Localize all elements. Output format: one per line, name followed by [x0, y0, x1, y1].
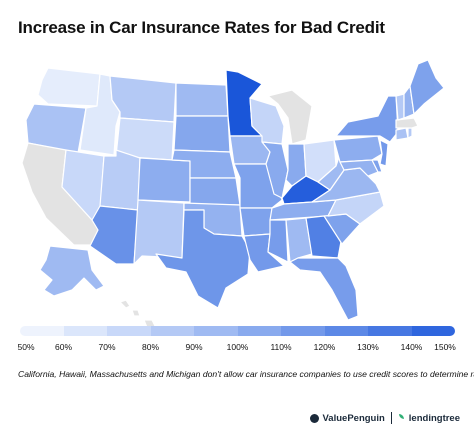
state-MS[interactable] [267, 219, 289, 263]
legend-swatch [281, 326, 325, 336]
leaf-logo-icon [398, 413, 405, 423]
legend-label: 140% [400, 342, 423, 352]
state-WA[interactable] [37, 67, 101, 107]
state-MT[interactable] [109, 75, 177, 123]
state-UT[interactable] [99, 149, 141, 211]
brand-divider [390, 412, 392, 424]
legend-labels: 50% 60% 70% 80% 90% 100% 110% 120% 130% 140% 150% [17, 342, 456, 356]
state-AL[interactable] [285, 217, 313, 263]
state-IL[interactable] [261, 141, 289, 199]
legend-label: 100% [226, 342, 249, 352]
legend-color-bar [20, 326, 455, 336]
legend-label: 60% [54, 342, 73, 352]
state-AR[interactable] [239, 207, 273, 237]
legend-swatch [107, 326, 151, 336]
state-CT[interactable] [395, 127, 409, 141]
lendingtree-wordmark: lendingtree [408, 412, 460, 424]
legend-label: 150% [434, 342, 456, 352]
valuepenguin-wordmark: ValuePenguin [322, 412, 385, 424]
state-ND[interactable] [175, 82, 229, 117]
legend-label: 80% [141, 342, 160, 352]
state-MI[interactable] [267, 89, 313, 145]
state-CO[interactable] [137, 157, 191, 203]
legend-swatch [20, 326, 64, 336]
state-MA[interactable] [395, 117, 419, 129]
state-VT[interactable] [395, 93, 405, 121]
state-ME[interactable] [409, 59, 445, 115]
state-SD[interactable] [173, 115, 231, 153]
color-legend: 50% 60% 70% 80% 90% 100% 110% 120% 130% 140% 150% [17, 326, 456, 356]
state-AZ[interactable] [89, 205, 139, 265]
chart-title: Increase in Car Insurance Rates for Bad … [18, 18, 385, 37]
us-choropleth-map [0, 40, 474, 335]
state-DE[interactable] [371, 159, 383, 173]
state-RI[interactable] [407, 127, 413, 139]
legend-swatch [411, 326, 455, 336]
state-AK[interactable] [39, 245, 105, 297]
state-NJ[interactable] [379, 139, 389, 167]
state-FL[interactable] [289, 257, 359, 321]
legend-swatch [150, 326, 194, 336]
legend-swatch [63, 326, 107, 336]
penguin-logo-icon [309, 413, 319, 423]
footnote: California, Hawaii, Massachusetts and Mi… [18, 369, 474, 379]
legend-label: 120% [313, 342, 336, 352]
legend-label: 90% [185, 342, 203, 352]
legend-swatch [324, 326, 368, 336]
state-KS[interactable] [189, 177, 241, 206]
brand-logos: ValuePenguin lendingtree [309, 412, 460, 424]
state-NY[interactable] [335, 95, 399, 143]
legend-swatch [237, 326, 281, 336]
legend-label: 50% [17, 342, 35, 352]
legend-label: 130% [357, 342, 379, 352]
legend-swatch [194, 326, 238, 336]
state-TX[interactable] [155, 209, 251, 309]
legend-swatch [368, 326, 412, 336]
legend-label: 110% [270, 342, 292, 352]
state-PA[interactable] [333, 135, 383, 163]
legend-label: 70% [98, 342, 116, 352]
